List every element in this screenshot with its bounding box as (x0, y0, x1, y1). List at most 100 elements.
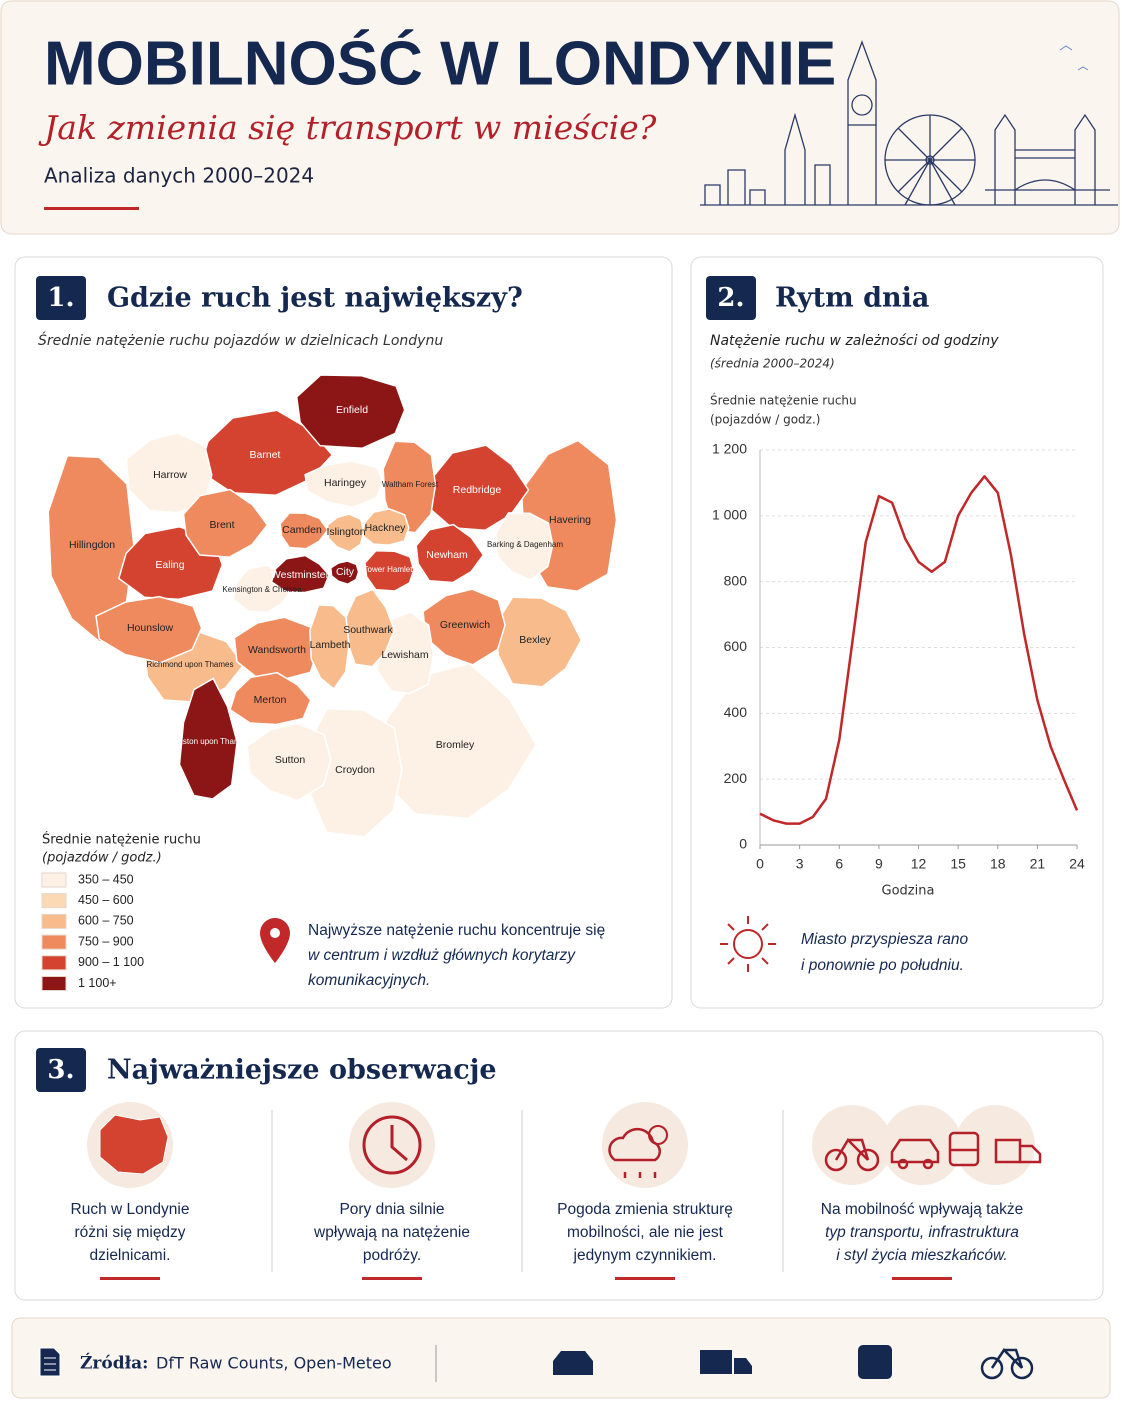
borough-label: Kingston upon Thames (167, 737, 249, 746)
map-note: Najwyższe natężenie ruchu koncentruje si… (308, 922, 605, 989)
borough (382, 440, 437, 534)
panel-observations (14, 1030, 1104, 1301)
y-tick-label: 1 000 (712, 507, 747, 523)
section-title: Gdzie ruch jest największy? (107, 283, 523, 314)
x-tick-label: 12 (911, 856, 927, 872)
line-series (759, 475, 1079, 825)
sun-icon (720, 916, 776, 972)
observation-text: Ruch w Londynie (71, 1201, 190, 1218)
legend-swatch (41, 893, 67, 909)
section-number: 2. (717, 283, 744, 313)
note-line: Najwyższe natężenie ruchu koncentruje si… (308, 922, 605, 939)
borough-label: Islington (326, 526, 365, 538)
borough (246, 722, 332, 802)
skyline (700, 40, 1118, 206)
section-title: Rytm dnia (775, 283, 929, 314)
borough (279, 512, 329, 550)
legend-swatch (41, 913, 67, 929)
borough (178, 677, 238, 800)
x-tick-label: 18 (990, 856, 1006, 872)
borough-label: Newham (426, 549, 468, 561)
accent (892, 1277, 952, 1280)
borough-label: Redbridge (453, 484, 502, 496)
chart-note: Miasto przyspiesza rano i ponownie po poł… (801, 931, 969, 974)
borough-label: Bromley (436, 739, 475, 751)
borough (309, 604, 350, 690)
footer-icons (553, 1345, 1034, 1380)
borough-label: Camden (282, 524, 322, 536)
y-axis-unit: (pojazdów / godz.) (710, 413, 820, 427)
x-tick-label: 3 (796, 856, 804, 872)
legend-label: 1 100+ (78, 976, 117, 990)
borough (304, 460, 385, 509)
borough-label: Southwark (343, 624, 393, 636)
borough (229, 671, 312, 726)
doc-icon (39, 1347, 61, 1377)
y-tick-label: 400 (724, 704, 748, 720)
y-tick-label: 0 (739, 836, 747, 852)
borough-label: Barking & Dagenham (487, 540, 563, 549)
observation-texts: Ruch w Londynie różni się między dzielnica… (71, 1201, 1023, 1280)
legend-label: 900 – 1 100 (78, 955, 144, 969)
note-line: w centrum i wzdłuż głównych korytarzy (308, 947, 576, 964)
birds (1059, 45, 1089, 71)
borough-label: Greenwich (440, 619, 490, 631)
legend-label: 750 – 900 (78, 934, 134, 948)
borough-label: Barnet (250, 449, 281, 461)
x-tick-label: 15 (950, 856, 966, 872)
y-tick-label: 600 (724, 638, 748, 654)
pin-icon (260, 918, 290, 963)
section-number: 3. (47, 1055, 74, 1085)
observation-text: dzielnicami. (90, 1247, 171, 1264)
panel-chart (690, 256, 1104, 1009)
legend-swatch (41, 976, 67, 991)
observation-text: Pory dnia silnie (339, 1201, 444, 1218)
chart-title: Natężenie ruchu w zależności od godziny (710, 333, 999, 349)
legend-label: 600 – 750 (78, 914, 134, 928)
chart-subtitle: (średnia 2000–2024) (710, 357, 835, 371)
borough (233, 616, 319, 681)
borough-label: Harrow (153, 469, 187, 481)
observation-text: mobilności, ale nie jest (567, 1224, 724, 1241)
period: Analiza danych 2000–2024 (44, 164, 314, 188)
legend-swatch (41, 955, 67, 971)
observation-text: różni się między (74, 1224, 185, 1241)
legend-label: 350 – 450 (78, 872, 134, 886)
observation-text: Pogoda zmienia strukturę (557, 1201, 733, 1218)
subtitle: Jak zmienia się transport w mieście? (38, 108, 657, 147)
borough (364, 550, 415, 592)
borough-label: Kensington & Chelsea (222, 585, 302, 594)
legend-title: Średnie natężenie ruchu (42, 832, 201, 848)
borough (270, 554, 330, 594)
header-box (0, 0, 1120, 235)
main-title: MOBILNOŚĆ W LONDYNIE (44, 29, 836, 98)
accent (615, 1277, 675, 1280)
borough-label: Sutton (275, 754, 306, 766)
x-tick-label: 9 (875, 856, 883, 872)
borough-label: Westminster (271, 569, 330, 581)
y-tick-label: 800 (724, 572, 748, 588)
footer-label: Źródła: (80, 1353, 148, 1374)
borough-label: Croydon (335, 764, 375, 776)
map: Enfield Barnet Harrow Hillingdon Brent Ealing… (47, 374, 618, 838)
line-chart: 0 200 400 600 800 1 000 1 200 0 3 6 9 12 15 18 21 24 (712, 441, 1085, 872)
borough (182, 488, 269, 558)
x-tick-label: 0 (756, 856, 764, 872)
accent (100, 1277, 160, 1280)
borough-label: Haringey (324, 477, 367, 489)
observation-text: podróży. (363, 1247, 421, 1264)
borough-label: Hounslow (127, 622, 174, 634)
note-line: komunikacyjnych. (308, 972, 430, 989)
observation-text: i styl życia mieszkańców. (836, 1247, 1007, 1264)
borough (330, 560, 360, 586)
section-number: 1. (47, 283, 74, 313)
borough (495, 512, 554, 581)
x-tick-label: 21 (1030, 856, 1046, 872)
note-line: i ponownie po południu. (801, 957, 964, 974)
borough-label: Havering (549, 514, 591, 526)
observation-icons (87, 1102, 1042, 1188)
legend-swatch (41, 934, 67, 950)
observation-text: jedynym czynnikiem. (573, 1247, 717, 1264)
